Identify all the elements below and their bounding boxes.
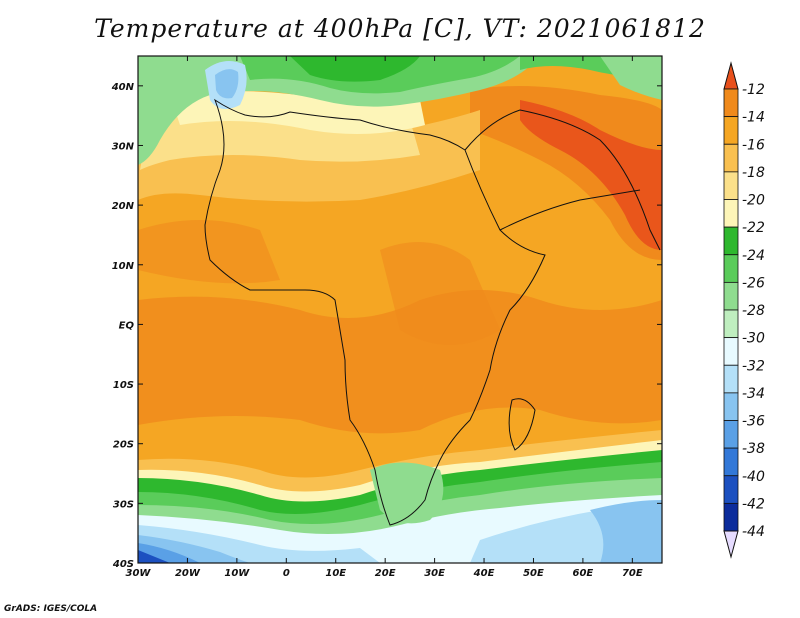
longitude-axis: 30W 20W 10W 0 10E 20E 30E 40E 50E 60E 70E: [126, 56, 643, 579]
colorbar-label: -40: [742, 469, 765, 485]
lon-tick-label: 10E: [325, 568, 346, 579]
lat-tick-label: 10N: [112, 261, 135, 272]
coastlines: [204, 98, 661, 526]
colorbar-swatch: [723, 171, 739, 200]
lat-tick-label: 40S: [112, 559, 134, 570]
colorbar-lower-arrow: [723, 530, 739, 559]
colorbar-label: -30: [742, 331, 765, 347]
colorbar-label: -22: [742, 220, 765, 236]
colorbar-swatch: [723, 392, 739, 421]
lat-tick-label: 30S: [113, 499, 134, 510]
colorbar-label: -24: [742, 248, 765, 264]
colorbar: -12 -14 -16 -18 -20 -22 -24 -26 -28 -30 -32 -34 -36 -…: [723, 61, 765, 559]
lon-tick-label: 20E: [375, 568, 396, 579]
colorbar-swatch: [723, 502, 739, 532]
latitude-axis: 40N 30N 20N 10N EQ 10S 20S 30S 40S: [111, 82, 662, 570]
colorbar-label: -26: [742, 275, 765, 291]
colorbar-label: -44: [742, 524, 765, 540]
lat-tick-label: 10S: [113, 380, 134, 391]
lon-tick-label: 30E: [424, 568, 445, 579]
lon-tick-label: 20W: [175, 568, 201, 579]
colorbar-label: -32: [742, 358, 765, 374]
lat-tick-label: 20S: [113, 440, 134, 451]
colorbar-swatch: [723, 337, 739, 366]
colorbar-label: -38: [742, 441, 765, 457]
colorbar-swatch: [723, 143, 739, 173]
map-title: Temperature at 400hPa [C], VT: 202106181…: [94, 14, 706, 43]
colorbar-label: -18: [742, 165, 765, 181]
colorbar-label: -12: [742, 82, 765, 98]
colorbar-label: -20: [742, 193, 765, 209]
colorbar-label: -42: [742, 496, 765, 512]
colorbar-swatch: [723, 226, 739, 256]
lon-tick-label: 30W: [126, 568, 152, 579]
colorbar-swatch: [723, 88, 739, 118]
colorbar-swatch: [723, 116, 739, 145]
temperature-field: [138, 56, 662, 563]
colorbar-label: -36: [742, 414, 765, 430]
colorbar-swatch: [723, 281, 739, 311]
colorbar-upper-arrow: [723, 61, 739, 90]
lon-tick-label: 70E: [622, 568, 643, 579]
colorbar-swatch: [723, 364, 739, 394]
lon-tick-label: 40E: [473, 568, 495, 579]
colorbar-swatch: [723, 447, 739, 477]
colorbar-swatch: [723, 254, 739, 283]
colorbar-label: -14: [742, 110, 765, 126]
colorbar-swatch: [723, 309, 739, 339]
lat-tick-label: 40N: [111, 82, 135, 93]
lon-tick-label: 50E: [523, 568, 544, 579]
lat-tick-label: 30N: [112, 141, 135, 152]
colorbar-label: -28: [742, 303, 765, 319]
credit-text: GrADS: IGES/COLA: [4, 604, 98, 614]
lon-tick-label: 0: [283, 568, 290, 579]
lat-tick-label: 20N: [112, 201, 135, 212]
colorbar-swatch: [723, 475, 739, 504]
colorbar-swatch: [723, 420, 739, 449]
lat-tick-label: EQ: [119, 320, 135, 331]
colorbar-swatch: [723, 199, 739, 228]
plot-frame: [137, 55, 663, 564]
lon-tick-label: 60E: [573, 568, 594, 579]
lon-tick-label: 10W: [224, 568, 250, 579]
colorbar-label: -16: [742, 137, 765, 153]
colorbar-label: -34: [742, 386, 765, 402]
